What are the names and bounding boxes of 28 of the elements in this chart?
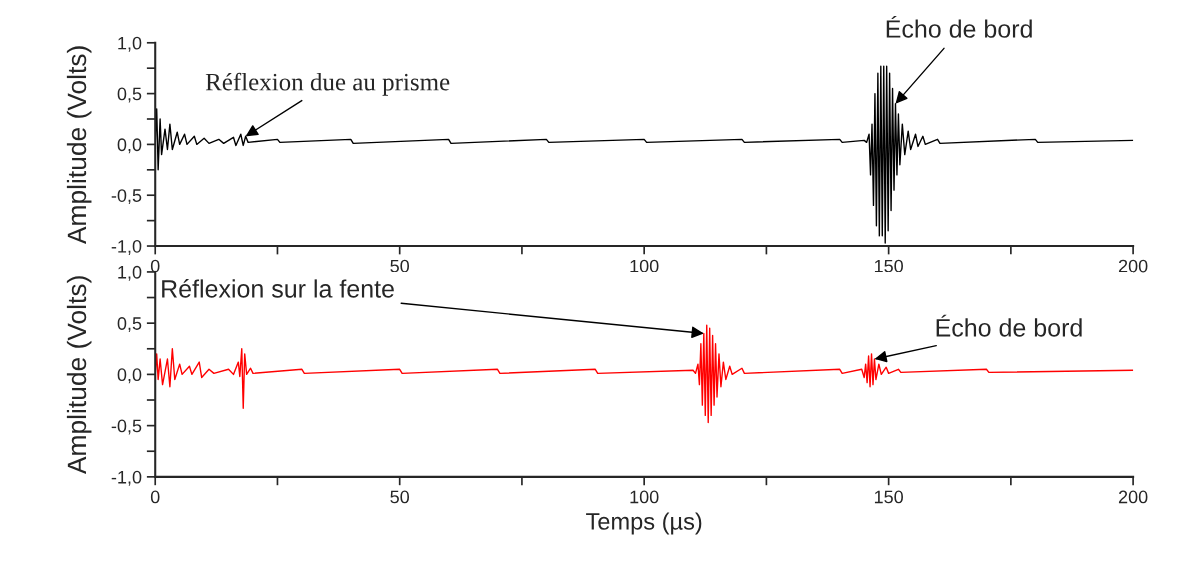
x-axis-title: Temps (µs)	[586, 512, 702, 535]
y-axis-title: Amplitude (Volts)	[66, 46, 92, 245]
y-tick-label: -0,5	[111, 419, 142, 435]
y-tick-label: -1,0	[111, 239, 142, 255]
x-tick-label: 50	[390, 490, 410, 504]
annotation: Réflexion sur la fente	[162, 279, 394, 298]
x-tick-label: 100	[630, 259, 659, 273]
x-tick-label: 150	[874, 490, 903, 504]
y-tick-label: 0,5	[117, 87, 142, 103]
x-tick-label: 0	[150, 490, 160, 504]
x-tick-label: 0	[150, 259, 160, 273]
annotation: Réflexion due au prisme	[205, 72, 450, 96]
line-series	[155, 65, 1134, 244]
x-tick-label: 50	[390, 259, 410, 273]
y-tick-label: 1,0	[118, 36, 142, 52]
y-tick-label: 0,5	[117, 317, 142, 333]
annotation: Écho de bord	[936, 314, 1082, 337]
x-tick-label: 150	[874, 259, 903, 273]
x-tick-label: 100	[630, 490, 659, 504]
y-axis-title: Amplitude (Volts)	[66, 276, 92, 475]
y-tick-label: 0,0	[117, 368, 142, 384]
y-tick-label: -1,0	[111, 470, 142, 486]
y-tick-label: 1,0	[118, 265, 142, 281]
x-tick-label: 200	[1118, 490, 1148, 504]
x-tick-label: 200	[1118, 259, 1148, 273]
y-tick-label: 0,0	[117, 138, 142, 154]
y-tick-label: -0,5	[111, 189, 142, 205]
annotation: Écho de bord	[886, 15, 1032, 38]
